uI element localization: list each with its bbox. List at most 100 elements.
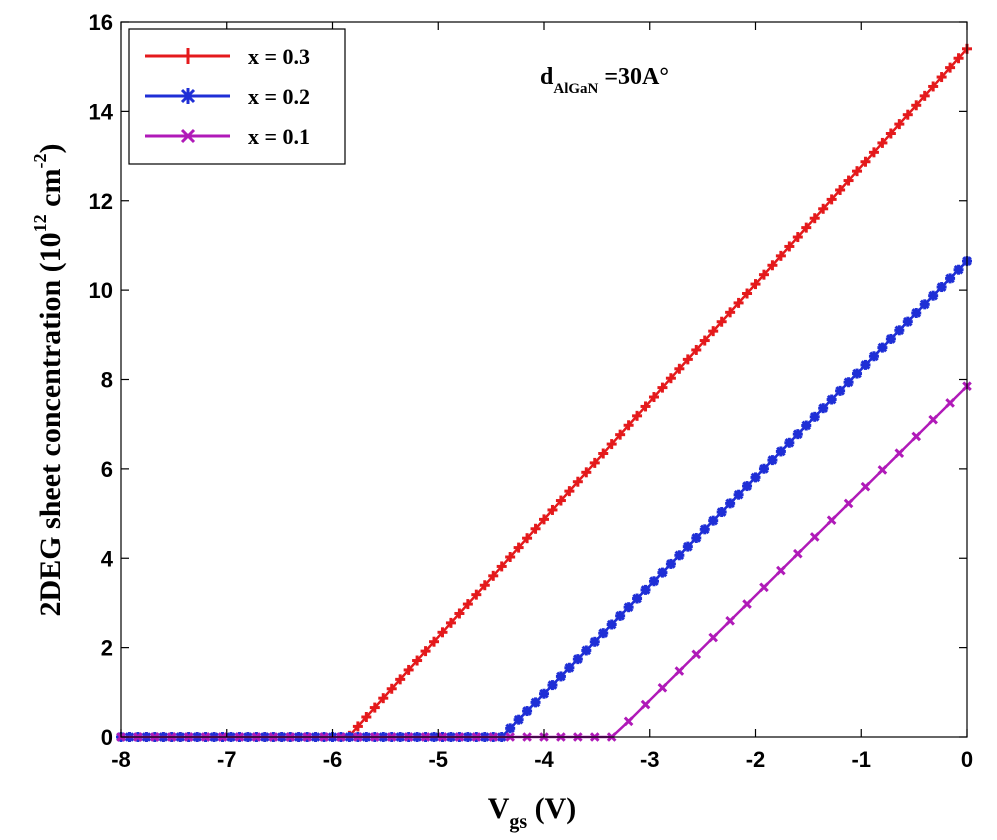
marker-stroke: [581, 645, 592, 656]
y-tick-label: 10: [89, 278, 113, 303]
data-point: [792, 548, 803, 559]
data-point: [936, 72, 947, 83]
marker-stroke: [776, 565, 786, 576]
legend-label: x = 0.3: [248, 44, 310, 69]
marker-stroke: [733, 489, 744, 500]
data-point: [708, 632, 719, 643]
data-point: [945, 273, 956, 284]
data-point: [767, 455, 778, 466]
y-axis-title: 2DEG sheet concentration (1012 cm-2): [30, 144, 67, 617]
marker-stroke: [792, 548, 803, 559]
data-point: [395, 674, 406, 685]
data-point: [412, 655, 423, 666]
marker-stroke: [657, 682, 668, 693]
data-point: [953, 53, 964, 64]
data-point: [640, 584, 651, 595]
marker-stroke: [953, 264, 964, 275]
data-point: [885, 333, 896, 344]
legend-marker: [180, 88, 196, 104]
data-point: [648, 576, 659, 587]
marker-stroke: [615, 611, 625, 621]
data-point: [877, 342, 888, 353]
x-tick-label: -8: [111, 747, 131, 772]
data-point: [403, 664, 414, 675]
data-point: [809, 532, 820, 542]
legend-item: x = 0.1: [145, 124, 310, 149]
data-point: [454, 608, 465, 619]
data-point: [539, 514, 549, 525]
data-point: [598, 448, 609, 459]
marker-stroke: [691, 649, 702, 660]
data-point: [877, 137, 888, 148]
data-point: [589, 457, 600, 468]
data-point: [775, 446, 786, 457]
marker-stroke: [792, 429, 803, 439]
marker-stroke: [640, 699, 651, 710]
y-tick-label: 14: [89, 99, 114, 124]
data-point: [860, 481, 871, 492]
data-point: [953, 264, 964, 275]
marker-stroke: [945, 398, 955, 408]
data-point: [826, 194, 837, 205]
data-point: [682, 354, 693, 365]
annotation-main: d: [540, 64, 554, 90]
data-point: [708, 326, 719, 337]
x-tick-label: -2: [746, 747, 766, 772]
data-point: [615, 429, 626, 440]
data-point: [911, 431, 922, 442]
marker-stroke: [683, 541, 693, 552]
x-tick-label: -3: [640, 747, 660, 772]
data-point: [902, 109, 913, 120]
data-point: [945, 62, 956, 73]
data-point: [725, 307, 736, 318]
marker-stroke: [742, 599, 752, 609]
marker-stroke: [564, 662, 575, 673]
data-point: [445, 617, 456, 628]
marker-stroke: [843, 498, 854, 509]
data-point: [699, 335, 710, 346]
data-point: [775, 250, 786, 261]
data-point: [547, 504, 558, 515]
x-tick-label: -5: [428, 747, 448, 772]
data-point: [742, 481, 753, 492]
x-tick-label: -1: [851, 747, 871, 772]
data-point: [733, 489, 744, 500]
data-point: [598, 628, 609, 639]
marker-stroke: [919, 299, 930, 310]
data-point: [860, 156, 871, 167]
marker-stroke: [716, 507, 727, 517]
marker-stroke: [809, 532, 820, 542]
y-tick-label: 0: [101, 725, 113, 750]
data-point: [691, 649, 702, 660]
marker-stroke: [860, 360, 871, 370]
data-point: [522, 706, 533, 717]
data-point: [742, 599, 752, 609]
data-point: [826, 515, 837, 526]
marker-stroke: [674, 550, 685, 561]
data-point: [716, 507, 727, 518]
y-tick-label: 2: [101, 636, 113, 661]
data-point: [818, 403, 829, 414]
data-point: [488, 570, 499, 581]
marker-stroke: [869, 351, 879, 362]
data-point: [572, 476, 583, 487]
data-point: [623, 602, 634, 613]
data-point: [386, 683, 397, 694]
data-point: [936, 282, 947, 293]
data-point: [945, 398, 955, 408]
data-point: [378, 693, 389, 704]
legend: x = 0.3 x = 0.2 x = 0.1: [128, 28, 346, 165]
marker-stroke: [742, 481, 752, 491]
data-point: [623, 716, 634, 727]
data-point: [665, 558, 676, 569]
x-tick-label: 0: [961, 747, 973, 772]
x-axis-title-unit: (V): [527, 792, 576, 825]
data-point: [708, 515, 719, 526]
y-axis-title-exp2: -2: [30, 154, 50, 169]
data-point: [361, 712, 372, 723]
data-point: [699, 524, 710, 535]
data-point: [852, 166, 863, 177]
data-point: [758, 269, 769, 280]
data-point: [615, 610, 626, 621]
